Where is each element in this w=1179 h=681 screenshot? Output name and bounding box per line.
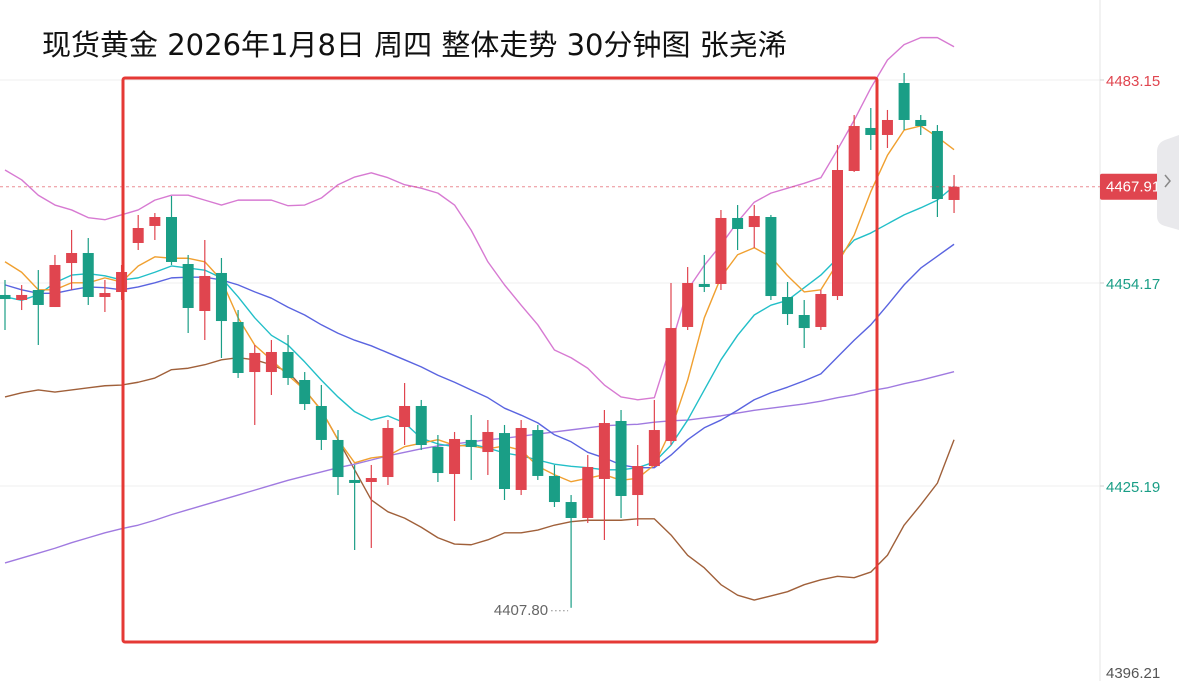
candle-body [365,478,377,482]
candle-body [166,217,177,262]
overlay-line [4,185,955,471]
candle-body [49,264,61,308]
y-tick-label: 4396.21 [1106,665,1160,681]
candle-body [299,380,311,405]
overlay-line [4,357,955,601]
candle-body [548,475,560,503]
candle-body [149,217,161,226]
candle-body [848,126,860,171]
candle-body [782,297,794,315]
candle-body [748,216,760,228]
overlay-line [4,243,955,469]
candle-body [199,275,211,312]
candle-body [382,427,394,478]
candle-body [565,502,577,518]
candle-body [665,328,677,442]
candle-body [482,431,494,453]
candle-body [515,427,527,490]
candle-body [648,430,660,467]
candle-body [598,423,610,479]
candle-body [698,283,710,287]
candle-body [132,228,144,243]
candle-body [798,315,810,329]
candles [0,72,960,608]
candle-body [715,217,727,284]
candle-body [732,217,744,229]
candle-body [315,405,327,440]
candle-body [282,351,294,378]
price-axis: 4396.21 4425.19 4454.17 4483.15 [1099,0,1160,681]
candle-body [465,439,477,447]
candle-body [232,322,244,374]
annotation-label: 4407.80 [494,602,548,619]
candle-body [415,405,427,446]
candle-body [865,127,877,135]
candle-body [82,253,94,298]
candle-body [615,420,627,497]
candle-body [898,83,910,120]
current-price-label: 4467.91 [1106,179,1160,196]
chart-title: 现货黄金 2026年1月8日 周四 整体走势 30分钟图 张尧浠 [42,28,787,62]
candle-body [582,467,594,518]
candle-body [881,119,893,135]
candle-body [349,479,361,483]
candle-body [682,282,694,327]
candle-body [0,294,11,300]
candle-body [532,430,544,476]
side-tab-arrow [1164,174,1171,188]
candle-body [66,253,78,264]
candle-body [449,438,461,475]
overlay-line [4,371,955,564]
candle-body [765,217,777,297]
candle-body [215,272,227,322]
y-tick-label: 4483.15 [1106,73,1160,90]
candle-body [265,351,277,373]
candle-body [99,293,111,298]
candle-body [332,439,344,478]
candle-body [632,466,644,496]
highlight-box [121,76,879,644]
candle-body [948,186,960,200]
overlays [4,36,955,601]
candle-body [499,433,510,490]
y-tick-label: 4454.17 [1106,276,1160,293]
candle-body [32,289,44,305]
candle-body [432,446,444,474]
candle-body [931,130,943,200]
y-tick-label: 4425.19 [1106,479,1160,496]
candle-body [832,170,843,297]
candle-body [399,405,411,428]
candle-body [16,294,28,301]
overlay-line [4,125,955,483]
overlay-line [4,36,955,401]
candle-body [815,293,827,327]
candle-body [182,264,194,308]
candle-body [249,352,261,373]
candle-body [915,119,927,127]
